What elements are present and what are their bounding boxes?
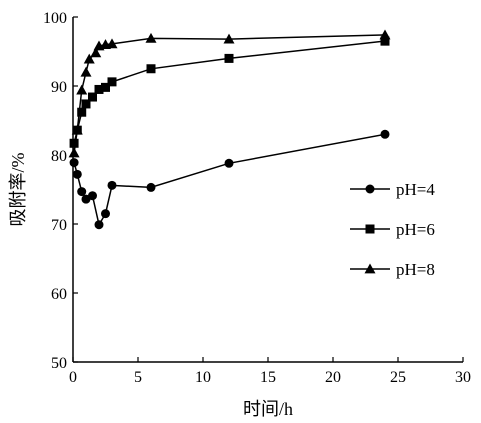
series-circle-point xyxy=(146,182,156,192)
y-tick-label: 80 xyxy=(51,148,67,165)
series-circle-point xyxy=(77,187,87,197)
y-axis-label: 吸附率/% xyxy=(8,152,28,226)
series-triangle-point xyxy=(106,38,118,49)
series-circle-point xyxy=(94,220,104,230)
x-tick-label: 20 xyxy=(325,369,341,386)
legend-item-square-marker xyxy=(365,224,375,234)
series-triangle-point xyxy=(68,147,80,158)
x-axis-label: 时间/h xyxy=(243,399,293,419)
series-circle-point xyxy=(380,129,390,139)
series-square-point xyxy=(69,138,79,148)
series-circle-point xyxy=(88,191,97,201)
legend-item-square: pH=6 xyxy=(350,220,435,239)
series-circle-point xyxy=(107,180,117,190)
series-circle-point xyxy=(72,169,82,179)
series-square-point xyxy=(94,84,104,94)
y-tick-label: 60 xyxy=(51,286,67,303)
y-tick-label: 70 xyxy=(51,217,67,234)
series-triangle-point xyxy=(76,84,88,95)
legend-item-circle: pH=4 xyxy=(350,180,435,199)
legend-item-triangle-marker xyxy=(364,263,376,274)
ticks: 0 5 10 15 20 25 30 50 60 70 80 90 100 xyxy=(43,10,471,386)
series-square-point xyxy=(380,36,390,46)
legend: pH=4 pH=6 pH=8 xyxy=(350,180,435,279)
legend-item-square-label: pH=6 xyxy=(396,220,435,239)
series-triangle-point xyxy=(71,124,83,135)
x-tick-label: 15 xyxy=(260,369,276,386)
x-tick-label: 25 xyxy=(390,369,406,386)
series-triangle-point xyxy=(223,33,235,44)
legend-item-triangle-label: pH=8 xyxy=(396,260,435,279)
series-square-point xyxy=(77,107,87,117)
series-triangle-point xyxy=(90,47,102,58)
series-triangle-point xyxy=(379,29,391,40)
series-square-point xyxy=(146,64,156,74)
series-square-point xyxy=(81,99,91,109)
series-triangle-point xyxy=(80,66,92,77)
y-tick-label: 90 xyxy=(51,79,67,96)
series-square-point xyxy=(88,92,97,102)
y-tick-label: 50 xyxy=(51,355,67,372)
x-tick-label: 0 xyxy=(69,369,77,386)
legend-item-triangle: pH=8 xyxy=(350,260,435,279)
series-group xyxy=(68,29,391,230)
series-circle xyxy=(69,129,390,230)
series-triangle-point xyxy=(145,32,157,43)
series-circle-point xyxy=(101,209,110,219)
x-tick-label: 5 xyxy=(134,369,142,386)
legend-item-circle-marker xyxy=(365,184,375,194)
legend-item-circle-label: pH=4 xyxy=(396,180,435,199)
series-circle-point xyxy=(224,158,234,168)
series-circle-line xyxy=(73,133,386,227)
series-square-point xyxy=(107,77,117,87)
series-square xyxy=(69,36,390,148)
x-tick-label: 10 xyxy=(195,369,211,386)
x-tick-label: 30 xyxy=(455,369,471,386)
series-square-point xyxy=(101,82,110,92)
series-circle-point xyxy=(69,158,79,168)
series-triangle-line xyxy=(73,34,386,154)
series-triangle-point xyxy=(83,53,95,64)
series-square-point xyxy=(224,53,234,63)
series-triangle xyxy=(68,29,391,158)
y-tick-label: 100 xyxy=(43,10,67,27)
